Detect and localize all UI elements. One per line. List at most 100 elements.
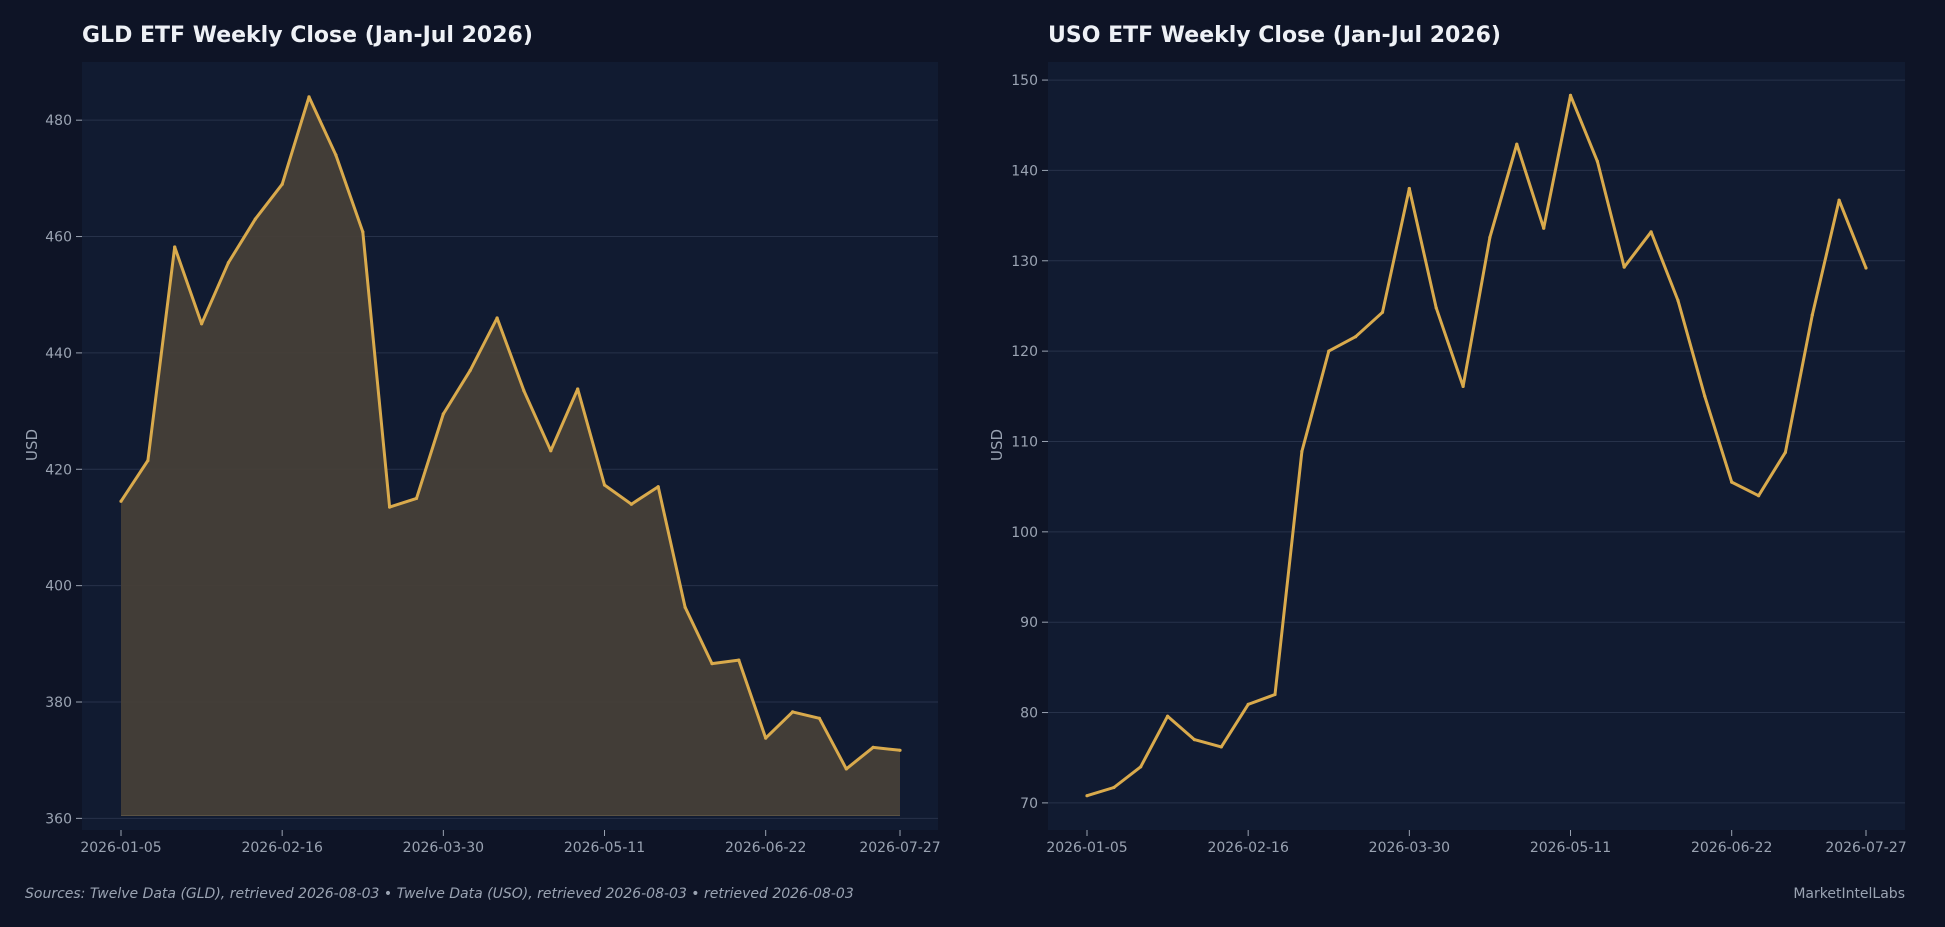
uso-data-point	[1354, 335, 1358, 339]
uso-data-point	[1112, 785, 1116, 790]
gld-data-point	[522, 389, 526, 393]
gld-data-point	[791, 710, 795, 714]
uso-data-point	[1380, 310, 1385, 314]
gld-data-point	[441, 412, 445, 416]
uso-data-point	[1864, 266, 1868, 270]
uso-data-point	[1837, 198, 1841, 202]
uso-data-point	[1327, 349, 1331, 353]
gld-data-point	[119, 499, 123, 503]
gld-y-tick-label: 420	[45, 462, 72, 478]
uso-data-point	[1273, 692, 1277, 697]
uso-data-point	[1568, 93, 1573, 97]
gld-data-point	[146, 458, 150, 463]
uso-data-point	[1703, 394, 1707, 398]
uso-y-tick-label: 90	[1020, 615, 1038, 631]
uso-data-point	[1676, 298, 1680, 303]
gld-data-point	[414, 496, 419, 500]
uso-x-tick-label: 2026-02-16	[1207, 840, 1288, 856]
gld-x-tick-label: 2026-05-11	[564, 840, 645, 856]
gld-y-tick-label: 440	[45, 346, 72, 362]
uso-data-point	[1595, 159, 1599, 163]
uso-data-point	[1622, 265, 1626, 269]
uso-data-point	[1085, 794, 1089, 798]
uso-plot-area: 70 80 90 100 110 120 130 140 150 2026-01-05 2026-0…	[1011, 62, 1907, 856]
uso-x-tick-label: 2026-07-27	[1825, 840, 1906, 856]
gld-data-point	[898, 748, 902, 752]
uso-data-point	[1810, 313, 1814, 317]
uso-data-point	[1300, 449, 1304, 453]
uso-y-tick-label: 110	[1011, 434, 1038, 450]
gld-data-point	[307, 95, 311, 99]
gld-y-tick-label: 360	[45, 811, 72, 827]
gld-data-point	[710, 662, 714, 666]
gld-data-point	[361, 230, 365, 234]
gld-y-tick-label: 460	[45, 230, 72, 246]
gld-data-point	[629, 502, 634, 506]
uso-data-point	[1219, 745, 1223, 749]
gld-data-point	[737, 658, 741, 662]
uso-data-point	[1783, 450, 1787, 454]
uso-y-tick-label: 80	[1020, 706, 1038, 722]
gld-y-tick-label: 480	[45, 113, 72, 129]
gld-x-tick-label: 2026-06-22	[725, 840, 806, 856]
gld-data-point	[656, 485, 660, 489]
uso-y-axis-label: USD	[988, 429, 1006, 461]
gld-area-fill	[121, 96, 900, 816]
gld-data-point	[576, 387, 580, 391]
gld-x-tick-label: 2026-02-16	[241, 840, 322, 856]
uso-plot-background	[1048, 62, 1905, 830]
brand-label: MarketIntelLabs	[1793, 886, 1905, 902]
gld-y-axis-label: USD	[23, 429, 41, 461]
uso-y-tick-label: 120	[1011, 344, 1038, 360]
uso-data-point	[1461, 384, 1465, 388]
sources-footnote: Sources: Twelve Data (GLD), retrieved 20…	[25, 886, 854, 902]
gld-data-point	[549, 449, 553, 453]
uso-y-tick-label: 130	[1011, 254, 1038, 270]
gld-y-tick-label: 400	[45, 579, 72, 595]
uso-y-tick-label: 70	[1020, 796, 1038, 812]
gld-data-point	[602, 483, 607, 487]
gld-data-point	[764, 736, 768, 740]
uso-x-tick-label: 2026-01-05	[1046, 840, 1127, 856]
gld-data-point	[334, 153, 338, 157]
uso-x-tick-label: 2026-06-22	[1691, 840, 1772, 856]
gld-x-tick-label: 2026-07-27	[859, 840, 940, 856]
gld-data-point	[844, 767, 848, 771]
uso-data-point	[1407, 186, 1411, 191]
uso-x-tick-label: 2026-03-30	[1369, 840, 1450, 856]
uso-chart: USO ETF Weekly Close (Jan-Jul 2026) USD …	[988, 23, 1907, 856]
uso-chart-title: USO ETF Weekly Close (Jan-Jul 2026)	[1048, 23, 1501, 48]
gld-data-point	[817, 716, 822, 720]
gld-data-point	[388, 505, 392, 509]
uso-data-point	[1166, 714, 1170, 718]
uso-data-point	[1649, 230, 1653, 234]
uso-data-point	[1192, 738, 1196, 742]
gld-data-point	[200, 322, 204, 326]
uso-data-point	[1488, 235, 1492, 239]
uso-y-tick-label: 140	[1011, 163, 1038, 179]
gld-x-tick-label: 2026-03-30	[403, 840, 484, 856]
gld-data-point	[226, 261, 230, 265]
gld-data-point	[871, 745, 875, 750]
gld-chart: GLD ETF Weekly Close (Jan-Jul 2026) USD …	[23, 23, 941, 856]
uso-data-point	[1730, 480, 1734, 484]
gld-data-point	[683, 605, 687, 609]
uso-x-tick-label: 2026-05-11	[1530, 840, 1611, 856]
gld-data-point	[253, 217, 257, 221]
gld-x-tick-label: 2026-01-05	[80, 840, 161, 856]
uso-data-point	[1246, 702, 1250, 707]
gld-data-point	[495, 316, 499, 320]
uso-y-tick-label: 150	[1011, 73, 1038, 89]
uso-series-line	[1086, 93, 1868, 798]
uso-data-point	[1542, 226, 1546, 230]
gld-data-point	[280, 182, 284, 186]
gld-y-tick-label: 380	[45, 695, 72, 711]
uso-y-tick-label: 100	[1011, 525, 1038, 541]
uso-data-point	[1434, 306, 1438, 310]
gld-plot-area: 360 380 400 420 440 460 480 2026-01-05 2026-02-1…	[45, 62, 941, 856]
gld-series-line	[119, 95, 901, 771]
uso-data-point	[1757, 494, 1761, 498]
gld-data-point	[173, 245, 177, 249]
gld-chart-title: GLD ETF Weekly Close (Jan-Jul 2026)	[82, 23, 533, 48]
